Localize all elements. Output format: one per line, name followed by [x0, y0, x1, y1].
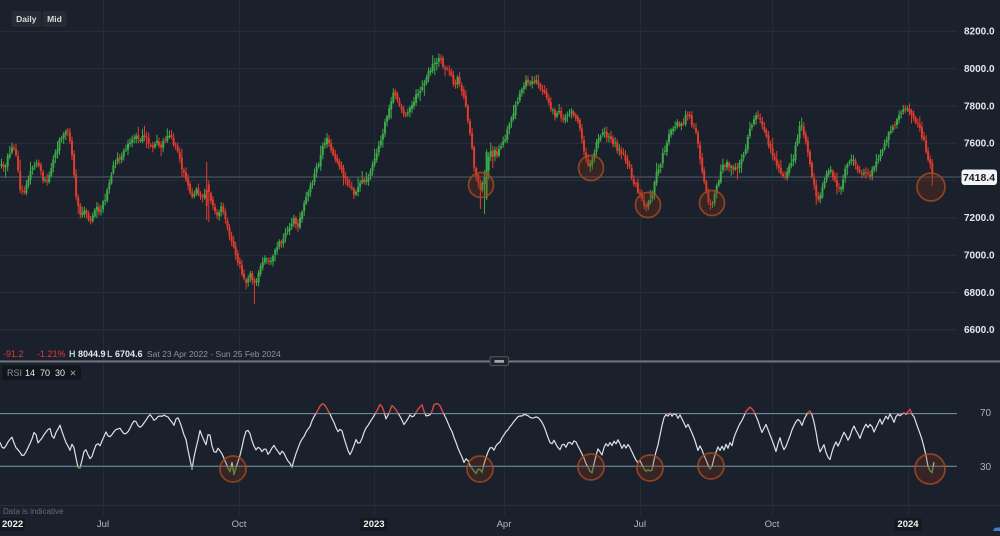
- svg-text:Daily: Daily: [16, 14, 37, 24]
- svg-text:✕: ✕: [70, 368, 77, 378]
- svg-text:2024: 2024: [897, 519, 919, 530]
- svg-text:14: 14: [25, 368, 35, 378]
- svg-text:Mid: Mid: [47, 14, 62, 24]
- svg-text:Oct: Oct: [232, 519, 247, 530]
- svg-text:6600.0: 6600.0: [964, 325, 995, 336]
- svg-text:Apr: Apr: [497, 519, 512, 530]
- svg-text:Sat 23 Apr 2022 - Sun 25 Feb 2: Sat 23 Apr 2022 - Sun 25 Feb 2024: [147, 349, 281, 359]
- svg-text:Jul: Jul: [97, 519, 109, 530]
- svg-text:70: 70: [40, 368, 50, 378]
- svg-text:7200.0: 7200.0: [964, 213, 995, 224]
- svg-text:6800.0: 6800.0: [964, 288, 995, 299]
- svg-text:8044.9: 8044.9: [78, 349, 106, 359]
- svg-text:7800.0: 7800.0: [964, 101, 995, 112]
- svg-text:2022: 2022: [2, 519, 23, 530]
- svg-text:Data is indicative: Data is indicative: [3, 507, 64, 516]
- svg-text:7000.0: 7000.0: [964, 251, 995, 262]
- svg-text:8200.0: 8200.0: [964, 27, 995, 38]
- svg-text:30: 30: [980, 462, 992, 473]
- svg-text:-91.2: -91.2: [3, 349, 24, 359]
- svg-text:30: 30: [55, 368, 65, 378]
- svg-text:6704.6: 6704.6: [115, 349, 143, 359]
- svg-text:-1.21%: -1.21%: [37, 349, 66, 359]
- svg-text:8000.0: 8000.0: [964, 64, 995, 75]
- svg-text:L: L: [107, 349, 113, 359]
- svg-text:RSI: RSI: [7, 368, 22, 378]
- svg-text:7418.4: 7418.4: [963, 172, 995, 184]
- svg-text:Oct: Oct: [765, 519, 780, 530]
- svg-text:70: 70: [980, 408, 992, 419]
- svg-text:7600.0: 7600.0: [964, 139, 995, 150]
- svg-text:H: H: [69, 349, 76, 359]
- svg-text:2023: 2023: [363, 519, 384, 530]
- svg-text:Jul: Jul: [634, 519, 646, 530]
